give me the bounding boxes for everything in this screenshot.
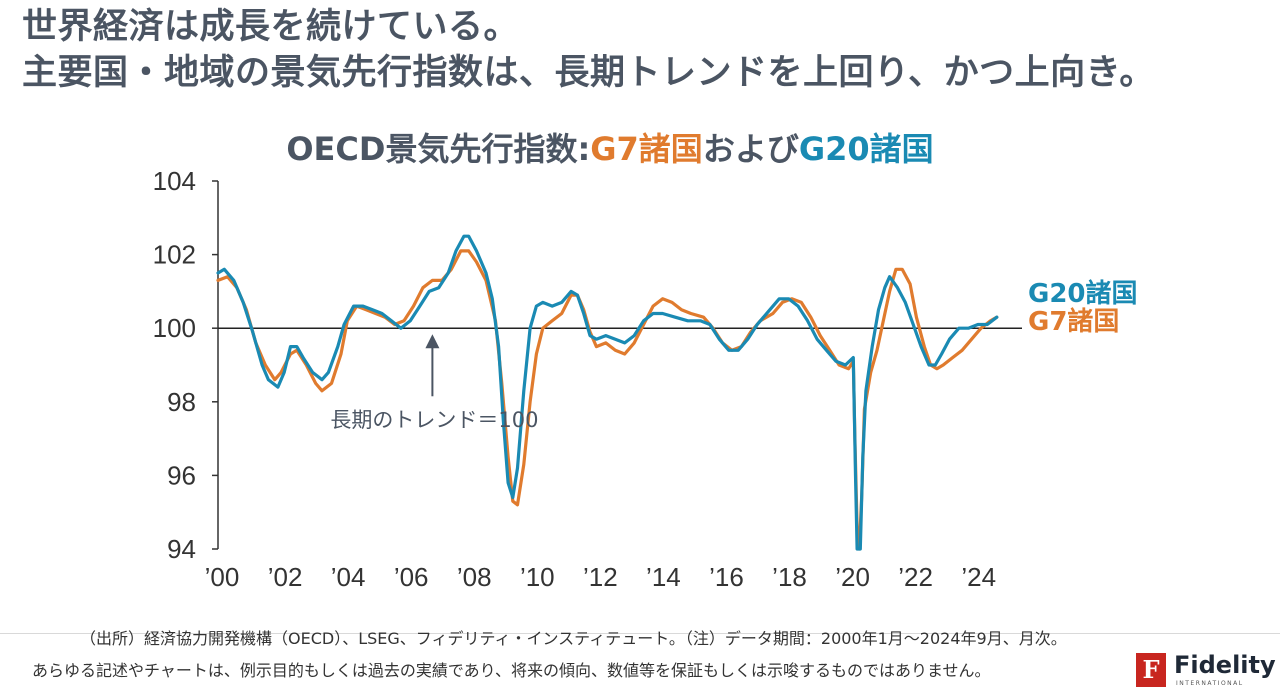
chart-title-g20: G20諸国 <box>798 130 934 168</box>
y-tick-label: 102 <box>153 240 196 270</box>
x-tick-label: ’12 <box>583 562 618 592</box>
legend-g20: G20諸国 <box>1028 278 1138 309</box>
series-line-g20 <box>216 234 999 551</box>
chart-title: OECD景気先行指数:G7諸国およびG20諸国 <box>0 133 1220 165</box>
headline-line-1: 世界経済は成長を続けている。 <box>22 7 520 47</box>
annotation-arrow-head <box>425 334 440 349</box>
fidelity-mark-icon: F <box>1136 653 1166 687</box>
chart-title-prefix: OECD景気先行指数: <box>286 130 591 168</box>
annotation-label: 長期のトレンド＝100 <box>330 408 538 432</box>
x-tick-label: ’00 <box>205 562 240 592</box>
x-tick-label: ’22 <box>898 562 933 592</box>
x-tick-label: ’18 <box>772 562 807 592</box>
y-tick-label: 104 <box>153 166 196 196</box>
fidelity-logo: F Fidelity INTERNATIONAL <box>1136 651 1276 691</box>
chart-title-g7: G7諸国 <box>590 130 703 168</box>
disclaimer-note: あらゆる記述やチャートは、例示目的もしくは過去の実績であり、将来の傾向、数値等を… <box>32 661 991 680</box>
y-tick-label: 96 <box>167 460 196 490</box>
x-tick-label: ’20 <box>835 562 870 592</box>
source-note: （出所）経済協力開発機構（OECD）、LSEG、フィデリティ・インスティテュート… <box>80 629 1067 648</box>
y-tick-label: 98 <box>167 387 196 417</box>
x-tick-label: ’10 <box>520 562 555 592</box>
headline-line-2: 主要国・地域の景気先行指数は、長期トレンドを上回り、かつ上向き。 <box>22 53 1155 93</box>
logo-subtitle: INTERNATIONAL <box>1176 680 1244 687</box>
x-tick-label: ’24 <box>961 562 996 592</box>
footer-divider <box>0 633 1280 634</box>
y-tick-label: 100 <box>153 313 196 343</box>
chart-title-middle: および <box>702 130 799 168</box>
x-tick-label: ’02 <box>268 562 303 592</box>
x-tick-label: ’06 <box>394 562 429 592</box>
x-tick-label: ’14 <box>646 562 681 592</box>
x-tick-label: ’16 <box>709 562 744 592</box>
legend-g7: G7諸国 <box>1028 306 1119 337</box>
x-tick-label: ’04 <box>331 562 366 592</box>
y-tick-label: 94 <box>167 534 196 564</box>
x-tick-label: ’08 <box>457 562 492 592</box>
logo-name: Fidelity <box>1174 651 1276 679</box>
series-line-g7 <box>216 249 999 551</box>
